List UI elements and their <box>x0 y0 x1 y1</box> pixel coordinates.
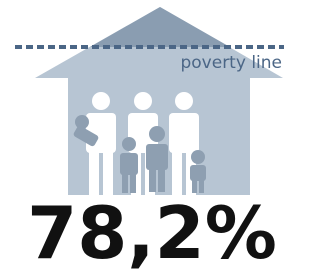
roof-top <box>90 7 230 47</box>
headline: 78,2% <box>27 191 277 273</box>
page: poverty line 78,2% (() => { const data =… <box>0 0 287 273</box>
infographic: poverty line 78,2% <box>0 0 287 273</box>
annotation: poverty line <box>180 53 282 73</box>
